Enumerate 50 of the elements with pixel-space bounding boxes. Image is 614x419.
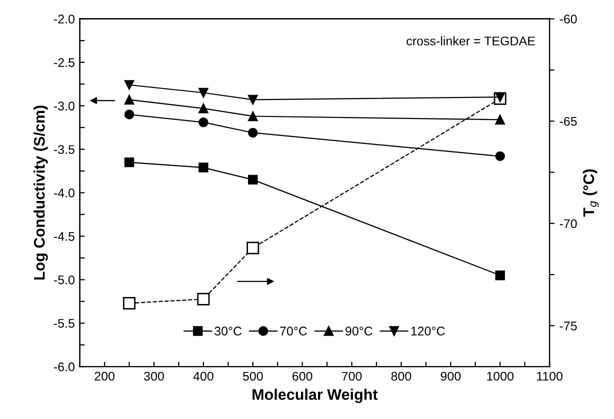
legend-label: 90°C bbox=[346, 326, 372, 336]
y-tick-label: -4.0 bbox=[54, 188, 74, 198]
legend-label: 30°C bbox=[214, 326, 242, 336]
point bbox=[495, 114, 505, 125]
point bbox=[248, 94, 258, 105]
x-tick-label: 700 bbox=[342, 372, 362, 381]
point bbox=[246, 242, 260, 254]
legend-label: 120°C bbox=[411, 326, 445, 336]
point bbox=[495, 270, 505, 280]
point bbox=[124, 157, 134, 168]
y-tick-label: -2.5 bbox=[54, 58, 74, 67]
y-tick-label: -4.5 bbox=[54, 232, 74, 241]
point bbox=[198, 88, 208, 98]
point bbox=[248, 128, 258, 138]
point bbox=[124, 80, 134, 90]
legend-label: 70°C bbox=[280, 326, 307, 336]
annotation: cross-linker = TEGDAE bbox=[406, 36, 535, 46]
point bbox=[248, 111, 258, 122]
y-tick-label: -3.5 bbox=[54, 145, 74, 154]
x-tick-label: 500 bbox=[242, 372, 263, 381]
y2-tick-label: -70 bbox=[560, 219, 577, 228]
y2-axis-title: T$_{g}$ (°C) bbox=[582, 169, 599, 217]
point bbox=[495, 151, 505, 162]
x-tick-label: 1000 bbox=[487, 372, 514, 381]
y2-tick-label: -75 bbox=[560, 322, 577, 330]
x-tick-label: 1100 bbox=[537, 372, 562, 381]
x-tick-label: 400 bbox=[193, 372, 214, 381]
y2-tick-label: -60 bbox=[560, 14, 577, 24]
x-tick-label: 900 bbox=[440, 372, 461, 381]
point bbox=[198, 104, 208, 114]
y-tick-label: -5.5 bbox=[54, 319, 74, 328]
x-tick-label: 300 bbox=[144, 372, 164, 381]
x-tick-label: 800 bbox=[391, 372, 412, 381]
y-tick-label: -2.0 bbox=[54, 14, 74, 24]
y-axis-title: Log Conductivity (S/cm) bbox=[34, 106, 48, 280]
point bbox=[124, 94, 134, 105]
x-axis-title: Molecular Weight bbox=[252, 388, 378, 404]
point bbox=[123, 296, 136, 310]
x-tick-label: 200 bbox=[94, 372, 114, 381]
point bbox=[124, 110, 134, 120]
y-tick-label: -6.0 bbox=[54, 362, 74, 372]
point bbox=[248, 174, 258, 185]
point bbox=[495, 92, 505, 102]
point bbox=[197, 292, 210, 306]
y-tick-label: -5.0 bbox=[54, 275, 74, 284]
x-tick-label: 600 bbox=[292, 372, 312, 381]
y2-tick-label: -65 bbox=[560, 116, 577, 126]
y-tick-label: -3.0 bbox=[54, 102, 74, 110]
point bbox=[198, 162, 208, 172]
point bbox=[198, 117, 208, 128]
